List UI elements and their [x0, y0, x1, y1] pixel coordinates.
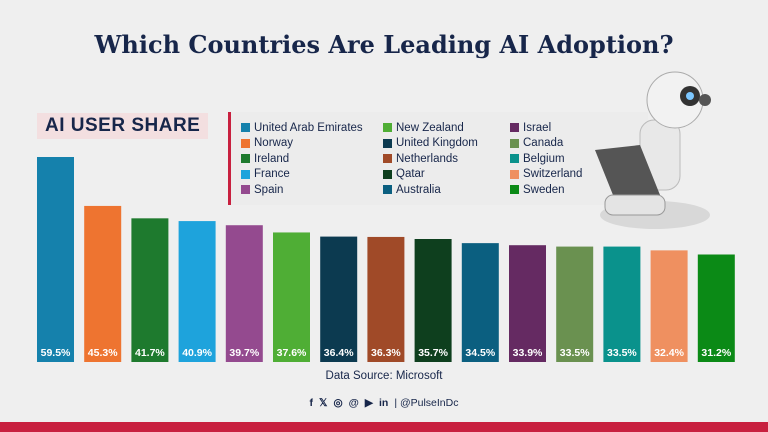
data-label: 31.2% [701, 347, 731, 359]
social-handle: | @PulseInDc [394, 397, 459, 409]
legend-label: Netherlands [396, 152, 459, 165]
bar-14 [697, 254, 735, 362]
legend-label: France [254, 168, 290, 181]
legend-label: Ireland [254, 152, 290, 165]
accent-bar [0, 422, 768, 432]
legend-label: Norway [254, 137, 293, 150]
legend-label: Australia [396, 183, 441, 196]
legend-item: Switzerland [510, 167, 650, 183]
data-label: 33.9% [513, 347, 543, 359]
legend-item: Sweden [510, 182, 650, 198]
data-label: 36.3% [371, 347, 401, 359]
legend-item: Qatar [383, 167, 510, 183]
linkedin-icon[interactable]: in [378, 397, 389, 409]
legend: United Arab Emirates Norway Ireland France S… [228, 112, 648, 205]
data-label: 33.5% [560, 347, 590, 359]
x-icon[interactable]: 𝕏 [319, 397, 328, 409]
data-label: 39.7% [229, 347, 259, 359]
social-links: f 𝕏 ◎ @ ▶ in | @PulseInDc [0, 397, 768, 409]
bar-0 [37, 157, 74, 362]
data-label: 41.7% [135, 347, 165, 359]
legend-swatch [383, 185, 392, 195]
instagram-icon[interactable]: ◎ [333, 397, 343, 409]
legend-item: Spain [241, 182, 383, 198]
legend-item: Norway [241, 136, 383, 152]
legend-item: Israel [510, 120, 650, 136]
legend-swatch [383, 154, 392, 164]
bar-8 [414, 239, 452, 362]
bar-6 [320, 236, 358, 362]
data-label: 34.5% [465, 347, 495, 359]
legend-swatch [383, 123, 392, 133]
bar-4 [225, 225, 263, 362]
data-label: 33.5% [607, 347, 637, 359]
robot-illustration [595, 71, 711, 229]
legend-label: Sweden [523, 183, 565, 196]
data-label: 32.4% [654, 347, 684, 359]
bar-1 [84, 205, 122, 362]
legend-swatch [510, 123, 519, 133]
legend-swatch [241, 169, 250, 179]
bar-9 [461, 243, 499, 362]
data-label: 37.6% [277, 347, 307, 359]
legend-item: Ireland [241, 151, 383, 167]
facebook-icon[interactable]: f [309, 397, 314, 409]
legend-label: United Kingdom [396, 137, 478, 150]
bar-5 [273, 232, 310, 362]
legend-swatch [383, 138, 392, 148]
legend-swatch [383, 169, 392, 179]
legend-item: United Arab Emirates [241, 120, 383, 136]
data-label: 35.7% [418, 347, 448, 359]
legend-item: Belgium [510, 151, 650, 167]
youtube-icon[interactable]: ▶ [364, 397, 373, 409]
legend-label: Belgium [523, 152, 565, 165]
legend-label: Qatar [396, 168, 425, 181]
page-title: Which Countries Are Leading AI Adoption? [94, 30, 674, 59]
legend-swatch [241, 138, 250, 148]
data-label: 45.3% [88, 347, 118, 359]
legend-item: Australia [383, 182, 510, 198]
legend-label: New Zealand [396, 121, 464, 134]
legend-item: Canada [510, 136, 650, 152]
legend-swatch [241, 154, 250, 164]
bar-11 [556, 246, 594, 362]
legend-label: Canada [523, 137, 564, 150]
data-source: Data Source: Microsoft [325, 370, 443, 382]
legend-swatch [241, 123, 250, 133]
bar-10 [509, 245, 546, 362]
data-label: 59.5% [41, 347, 71, 359]
legend-item: New Zealand [383, 120, 510, 136]
bar-13 [650, 250, 688, 362]
bar-3 [178, 221, 216, 362]
legend-item: Netherlands [383, 151, 510, 167]
legend-swatch [510, 185, 519, 195]
legend-item: France [241, 167, 383, 183]
bar-7 [367, 236, 405, 362]
legend-label: Israel [523, 121, 552, 134]
legend-item: United Kingdom [383, 136, 510, 152]
threads-icon[interactable]: @ [348, 397, 359, 409]
chart-title: AI USER SHARE [37, 113, 209, 139]
legend-label: United Arab Emirates [254, 121, 363, 134]
data-label: 40.9% [182, 347, 212, 359]
legend-swatch [510, 169, 519, 179]
legend-swatch [510, 154, 519, 164]
bar-2 [131, 218, 169, 362]
bar-12 [603, 246, 641, 362]
legend-swatch [241, 185, 250, 195]
data-label: 36.4% [324, 347, 354, 359]
legend-swatch [510, 138, 519, 148]
legend-label: Switzerland [523, 168, 583, 181]
legend-label: Spain [254, 183, 284, 196]
